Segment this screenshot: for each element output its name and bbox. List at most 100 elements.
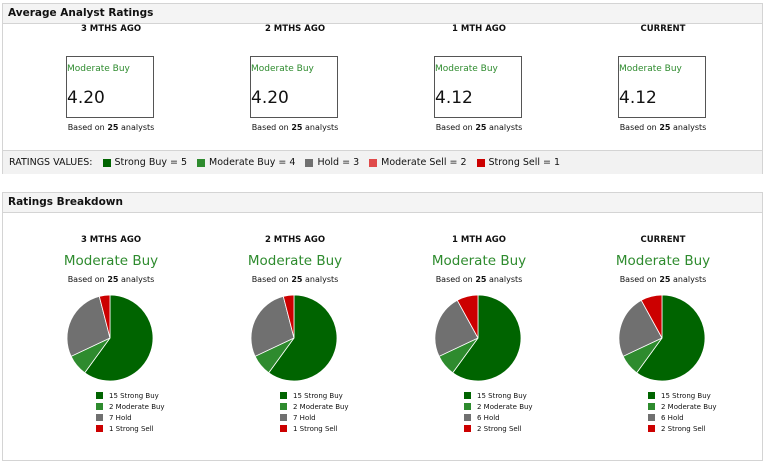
swatch-icon <box>648 425 655 432</box>
pie-legend: 15 Strong Buy 2 Moderate Buy 7 Hold 1 St… <box>96 390 165 434</box>
swatch-icon <box>476 158 485 167</box>
based-on-text: Based on 25 analysts <box>435 123 523 132</box>
avg-column-2m: 2 MTHS AGO <box>203 24 387 34</box>
ratings-pie-chart <box>250 294 338 382</box>
score-box: Moderate Buy 4.20 <box>250 56 338 118</box>
score-box: Moderate Buy 4.12 <box>434 56 522 118</box>
legend-item-strong-buy: Strong Buy = 5 <box>102 157 187 168</box>
period-label: CURRENT <box>640 24 686 34</box>
rating-label: Moderate Buy <box>435 64 498 74</box>
pie-slice-hold <box>434 299 479 357</box>
breakdown-column-2m: 2 MTHS AGO Moderate Buy Based on 25 anal… <box>203 193 387 462</box>
ratings-values-legend: RATINGS VALUES: Strong Buy = 5 Moderate … <box>3 150 762 174</box>
pie-slice-strong-sell <box>282 294 295 339</box>
rating-label: Moderate Buy <box>615 253 711 269</box>
pie-slice-strong-buy <box>84 294 154 382</box>
legend-title: RATINGS VALUES: <box>9 157 93 168</box>
ratings-breakdown-panel: Ratings Breakdown 3 MTHS AGO Moderate Bu… <box>2 192 763 461</box>
breakdown-column-1m: 1 MTH AGO Moderate Buy Based on 25 analy… <box>387 193 571 462</box>
rating-label: Moderate Buy <box>431 253 527 269</box>
swatch-icon <box>280 414 287 421</box>
swatch-icon <box>96 425 103 432</box>
pie-slice-strong-sell <box>98 294 111 339</box>
score-value: 4.12 <box>435 88 473 108</box>
pie-legend: 15 Strong Buy 2 Moderate Buy 7 Hold 1 St… <box>280 390 349 434</box>
legend-item-hold: Hold = 3 <box>305 157 359 168</box>
swatch-icon <box>369 158 378 167</box>
swatch-icon <box>96 392 103 399</box>
based-on-text: Based on 25 analysts <box>435 275 523 284</box>
swatch-icon <box>648 414 655 421</box>
legend-item-moderate-buy: Moderate Buy = 4 <box>197 157 295 168</box>
swatch-icon <box>464 425 471 432</box>
legend-item-moderate-sell: Moderate Sell = 2 <box>369 157 467 168</box>
legend-row-hold: 7 Hold <box>96 412 165 423</box>
legend-row-strong-buy: 15 Strong Buy <box>648 390 717 401</box>
avg-column-1m: 1 MTH AGO <box>387 24 571 34</box>
based-on-text: Based on 25 analysts <box>619 123 707 132</box>
pie-slice-strong-buy <box>452 294 522 382</box>
rating-label: Moderate Buy <box>619 64 682 74</box>
pie-legend: 15 Strong Buy 2 Moderate Buy 6 Hold 2 St… <box>648 390 717 434</box>
period-label: 3 MTHS AGO <box>80 24 142 34</box>
swatch-icon <box>280 403 287 410</box>
pie-slice-hold <box>66 295 111 357</box>
rating-label: Moderate Buy <box>67 64 130 74</box>
score-value: 4.20 <box>67 88 105 108</box>
ratings-pie-chart <box>66 294 154 382</box>
score-value: 4.12 <box>619 88 657 108</box>
swatch-icon <box>197 158 206 167</box>
legend-row-strong-sell: 1 Strong Sell <box>280 423 349 434</box>
period-label: 1 MTH AGO <box>452 24 506 34</box>
legend-row-strong-buy: 15 Strong Buy <box>96 390 165 401</box>
average-ratings-title: Average Analyst Ratings <box>3 4 762 24</box>
legend-row-moderate-buy: 2 Moderate Buy <box>96 401 165 412</box>
legend-row-hold: 6 Hold <box>648 412 717 423</box>
avg-column-3m: 3 MTHS AGO <box>19 24 203 34</box>
swatch-icon <box>280 425 287 432</box>
based-on-text: Based on 25 analysts <box>251 123 339 132</box>
swatch-icon <box>96 403 103 410</box>
pie-slice-hold <box>250 295 295 357</box>
swatch-icon <box>96 414 103 421</box>
legend-row-strong-buy: 15 Strong Buy <box>280 390 349 401</box>
breakdown-column-3m: 3 MTHS AGO Moderate Buy Based on 25 anal… <box>19 193 203 462</box>
based-on-text: Based on 25 analysts <box>619 275 707 284</box>
pie-legend: 15 Strong Buy 2 Moderate Buy 6 Hold 2 St… <box>464 390 533 434</box>
based-on-text: Based on 25 analysts <box>251 275 339 284</box>
average-ratings-panel: Average Analyst Ratings 3 MTHS AGO 2 MTH… <box>2 3 763 174</box>
swatch-icon <box>464 403 471 410</box>
pie-slice-strong-sell <box>640 294 663 339</box>
legend-row-hold: 7 Hold <box>280 412 349 423</box>
swatch-icon <box>648 392 655 399</box>
rating-label: Moderate Buy <box>63 253 159 269</box>
period-label: 3 MTHS AGO <box>80 235 142 245</box>
swatch-icon <box>102 158 111 167</box>
swatch-icon <box>464 414 471 421</box>
ratings-breakdown-title: Ratings Breakdown <box>3 193 762 213</box>
period-label: 2 MTHS AGO <box>264 24 326 34</box>
pie-slice-strong-buy <box>268 294 338 382</box>
legend-row-moderate-buy: 2 Moderate Buy <box>280 401 349 412</box>
ratings-pie-chart <box>618 294 706 382</box>
pie-slice-hold <box>618 299 663 357</box>
score-box: Moderate Buy 4.12 <box>618 56 706 118</box>
legend-item-strong-sell: Strong Sell = 1 <box>476 157 560 168</box>
period-label: 1 MTH AGO <box>452 235 506 245</box>
avg-column-current: CURRENT <box>571 24 755 34</box>
legend-row-strong-sell: 2 Strong Sell <box>464 423 533 434</box>
swatch-icon <box>464 392 471 399</box>
score-box: Moderate Buy 4.20 <box>66 56 154 118</box>
legend-row-strong-sell: 1 Strong Sell <box>96 423 165 434</box>
based-on-text: Based on 25 analysts <box>67 275 155 284</box>
swatch-icon <box>648 403 655 410</box>
pie-slice-strong-sell <box>456 294 479 339</box>
based-on-text: Based on 25 analysts <box>67 123 155 132</box>
legend-row-strong-sell: 2 Strong Sell <box>648 423 717 434</box>
rating-label: Moderate Buy <box>247 253 343 269</box>
swatch-icon <box>305 158 314 167</box>
period-label: 2 MTHS AGO <box>264 235 326 245</box>
pie-slice-strong-buy <box>636 294 706 382</box>
legend-row-moderate-buy: 2 Moderate Buy <box>464 401 533 412</box>
legend-row-moderate-buy: 2 Moderate Buy <box>648 401 717 412</box>
